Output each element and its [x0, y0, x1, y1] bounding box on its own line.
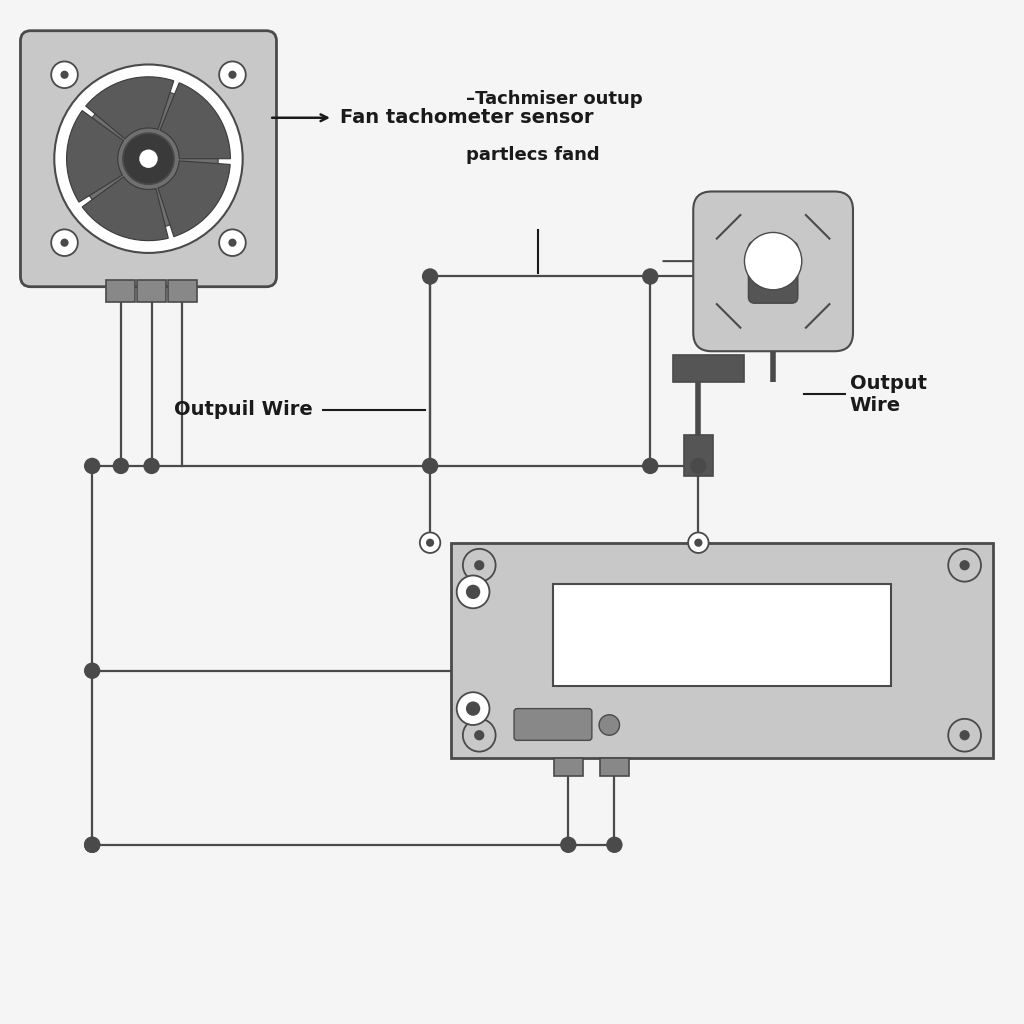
FancyBboxPatch shape — [451, 543, 993, 758]
Circle shape — [642, 268, 658, 285]
Circle shape — [463, 549, 496, 582]
Circle shape — [694, 539, 702, 547]
Circle shape — [959, 730, 970, 740]
FancyBboxPatch shape — [684, 435, 713, 476]
FancyBboxPatch shape — [514, 709, 592, 740]
Text: Outpuil Wire: Outpuil Wire — [174, 400, 312, 419]
Wedge shape — [86, 77, 174, 139]
Circle shape — [228, 71, 237, 79]
Circle shape — [228, 239, 237, 247]
Wedge shape — [82, 177, 168, 241]
Circle shape — [599, 715, 620, 735]
Circle shape — [84, 663, 100, 679]
FancyBboxPatch shape — [673, 355, 744, 382]
Circle shape — [466, 585, 480, 599]
FancyBboxPatch shape — [168, 280, 197, 302]
Circle shape — [422, 268, 438, 285]
Circle shape — [113, 458, 129, 474]
Circle shape — [463, 719, 496, 752]
Circle shape — [606, 837, 623, 853]
Circle shape — [51, 229, 78, 256]
Circle shape — [219, 229, 246, 256]
Circle shape — [560, 837, 577, 853]
Wedge shape — [158, 161, 230, 237]
FancyBboxPatch shape — [553, 584, 891, 686]
Circle shape — [54, 65, 243, 253]
Circle shape — [457, 692, 489, 725]
Wedge shape — [67, 111, 124, 202]
Circle shape — [79, 89, 218, 228]
FancyBboxPatch shape — [106, 280, 135, 302]
Circle shape — [60, 71, 69, 79]
FancyBboxPatch shape — [554, 758, 583, 776]
FancyBboxPatch shape — [749, 242, 798, 303]
FancyBboxPatch shape — [693, 191, 853, 351]
FancyBboxPatch shape — [20, 31, 276, 287]
FancyBboxPatch shape — [137, 280, 166, 302]
Circle shape — [948, 719, 981, 752]
Circle shape — [422, 458, 438, 474]
Circle shape — [51, 61, 78, 88]
Text: –Tachmiser outup: –Tachmiser outup — [466, 89, 642, 108]
Circle shape — [420, 532, 440, 553]
Circle shape — [426, 539, 434, 547]
FancyBboxPatch shape — [600, 758, 629, 776]
Circle shape — [474, 560, 484, 570]
Circle shape — [84, 837, 100, 853]
Circle shape — [219, 61, 246, 88]
Circle shape — [60, 239, 69, 247]
Circle shape — [139, 150, 158, 168]
Circle shape — [744, 232, 802, 290]
Circle shape — [143, 458, 160, 474]
Circle shape — [474, 730, 484, 740]
Circle shape — [457, 575, 489, 608]
Circle shape — [466, 701, 480, 716]
Circle shape — [84, 458, 100, 474]
Wedge shape — [160, 83, 230, 159]
Text: partlecs fand: partlecs fand — [466, 145, 599, 164]
Circle shape — [948, 549, 981, 582]
Text: Output
Wire: Output Wire — [850, 374, 927, 415]
Circle shape — [123, 133, 174, 184]
Circle shape — [688, 532, 709, 553]
Circle shape — [84, 837, 100, 853]
Circle shape — [642, 458, 658, 474]
Circle shape — [959, 560, 970, 570]
Circle shape — [690, 458, 707, 474]
Text: Fan tachometer sensor: Fan tachometer sensor — [340, 109, 594, 127]
